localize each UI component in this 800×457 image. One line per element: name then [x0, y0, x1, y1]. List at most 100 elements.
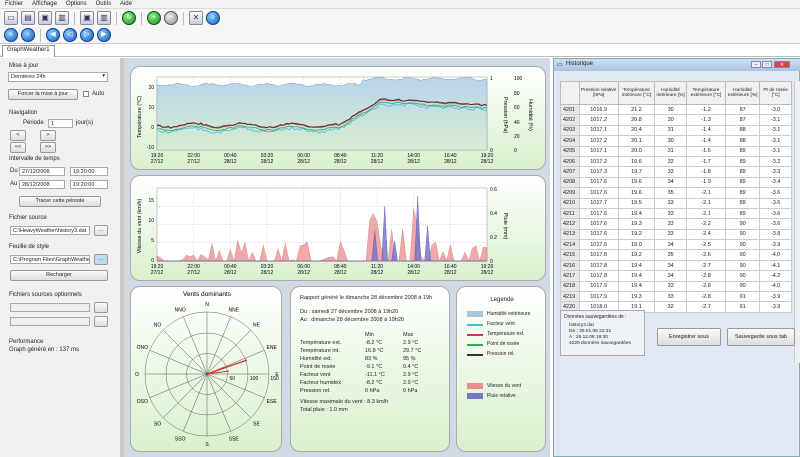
table-row[interactable]: 4212 1017.6 19.3 33 -2.2 90 -3.6: [560, 218, 792, 230]
table-cell: -2.1: [685, 187, 727, 199]
nav-next-button[interactable]: >: [40, 130, 56, 141]
table-cell: 90: [725, 228, 761, 241]
table-row[interactable]: 4209 1017.6 19.6 35 -2.1 89 -3.6: [560, 187, 792, 199]
nav-last-button[interactable]: >>: [40, 142, 56, 153]
table-row[interactable]: 4215 1017.8 19.2 35 -2.6 90 -4.0: [560, 249, 792, 261]
auto-checkbox[interactable]: [83, 91, 89, 97]
table-cell: -3.6: [759, 207, 792, 220]
table-cell: 90: [725, 218, 761, 230]
forward-icon[interactable]: ▷: [80, 28, 94, 42]
menu-options[interactable]: Options: [65, 1, 87, 7]
browse-optional-1-button[interactable]: [94, 302, 108, 313]
table-cell: -2.1: [685, 207, 727, 220]
table-row[interactable]: 4204 1017.2 20.1 30 -1.4 88 -3.1: [560, 135, 792, 147]
recharger-button[interactable]: Recharger: [10, 270, 108, 281]
previous-icon[interactable]: ‹: [21, 28, 35, 42]
left-control-panel: Mise à jour Dernières 24h ▾ Forcer la mis…: [0, 58, 121, 457]
table-cell: -2.7: [685, 301, 727, 313]
save-icon[interactable]: ▣: [38, 11, 52, 25]
table-row[interactable]: 4220 1018.0 19.1 32 -2.7 91 -3.9: [560, 301, 792, 313]
tools-icon[interactable]: ✕: [189, 11, 203, 25]
open-folder-icon[interactable]: ▤: [21, 11, 35, 25]
back-icon[interactable]: ◁: [63, 28, 77, 42]
column-header[interactable]: [560, 81, 580, 105]
browse-source-button[interactable]: …: [94, 225, 108, 236]
table-row[interactable]: 4208 1017.6 19.6 34 -1.9 89 -3.4: [560, 176, 792, 189]
y-axis-label-rain: Pluie (mm): [502, 213, 508, 240]
refresh-icon[interactable]: ↻: [122, 11, 136, 25]
nav-first-button[interactable]: <<: [10, 142, 26, 153]
periode-unit: jour(s): [76, 120, 94, 126]
table-cell: 34: [654, 270, 687, 282]
minimize-button[interactable]: –: [751, 61, 761, 68]
column-header[interactable]: Pression relative [hPa]: [578, 81, 619, 105]
table-row[interactable]: 4201 1016.9 21.2 30 -1.2 87 -3.0: [560, 103, 792, 116]
column-header[interactable]: Pt de rosée [°C]: [759, 81, 792, 105]
au-time-input[interactable]: 19:20:00: [70, 180, 108, 189]
toolbar-separator: [116, 11, 117, 25]
du-time-input[interactable]: 19:20:00: [70, 167, 108, 176]
table-cell: 1017.7: [578, 197, 619, 209]
tracer-periode-button[interactable]: Tracer cette période: [19, 196, 101, 207]
table-row[interactable]: 4214 1017.6 19.0 34 -2.5 90 -3.9: [560, 239, 792, 251]
du-date-input[interactable]: 27/12/2008: [19, 167, 65, 176]
menu-aide[interactable]: Aide: [119, 1, 132, 7]
feuille-style-input[interactable]: C:\Program Files\GraphWeather: [10, 255, 90, 264]
save-all-icon[interactable]: ▣: [80, 11, 94, 25]
table-row[interactable]: 4205 1017.1 20.0 31 -1.6 89 -3.1: [560, 145, 792, 157]
browse-style-button[interactable]: …: [94, 254, 108, 265]
table-row[interactable]: 4207 1017.3 19.7 33 -1.8 89 -3.3: [560, 166, 792, 178]
new-file-icon[interactable]: ▭: [4, 11, 18, 25]
x-tick-time: 00:40: [224, 153, 237, 159]
table-cell: 91: [725, 301, 761, 313]
sauvegarde-tab-button[interactable]: Sauvegarde sous tab: [727, 328, 795, 346]
print-preview-icon[interactable]: ▥: [97, 11, 111, 25]
fast-forward-icon[interactable]: ▶: [97, 28, 111, 42]
table-cell: 1016.9: [578, 103, 619, 116]
rewind-icon[interactable]: ◀: [46, 28, 60, 42]
maximize-button[interactable]: □: [762, 61, 772, 68]
optional-source-input-1[interactable]: [10, 303, 90, 312]
table-cell: 4215: [560, 249, 580, 261]
table-row[interactable]: 4216 1017.8 19.4 34 -2.7 90 -4.1: [560, 259, 792, 272]
info-icon[interactable]: i: [206, 11, 220, 25]
nav-prev-button[interactable]: <: [10, 130, 26, 141]
column-header[interactable]: Humidité intérieure [%]: [654, 81, 687, 105]
column-header[interactable]: Température intérieure [°C]: [617, 81, 656, 105]
table-row[interactable]: 4218 1017.9 19.4 33 -2.8 90 -4.0: [560, 280, 792, 293]
first-icon[interactable]: «: [4, 28, 18, 42]
periode-input[interactable]: 1: [48, 119, 73, 128]
browse-optional-2-button[interactable]: [94, 316, 108, 327]
menu-affichage[interactable]: Affichage: [32, 1, 57, 7]
table-cell: 21.2: [617, 103, 656, 116]
menu-fichier[interactable]: Fichier: [5, 1, 24, 7]
table-row[interactable]: 4213 1017.6 19.2 33 -2.4 90 -3.8: [560, 228, 792, 241]
table-row[interactable]: 4219 1017.9 19.3 33 -2.8 91 -3.9: [560, 291, 792, 303]
table-cell: 4206: [560, 155, 580, 168]
force-update-button[interactable]: Forcer la mise à jour: [8, 89, 78, 100]
remove-icon[interactable]: −: [164, 11, 178, 25]
close-button[interactable]: ✕: [774, 61, 790, 68]
table-row[interactable]: 4206 1017.2 19.6 32 -1.7 89 -3.2: [560, 155, 792, 168]
table-row[interactable]: 4210 1017.7 19.5 33 -2.1 89 -3.6: [560, 197, 792, 209]
print-icon[interactable]: ▥: [55, 11, 69, 25]
y-tick-label: 0: [514, 148, 517, 154]
vertical-scrollbar[interactable]: [794, 81, 800, 363]
period-select[interactable]: Dernières 24h ▾: [8, 72, 108, 82]
menu-outils[interactable]: Outils: [95, 1, 111, 7]
table-row[interactable]: 4203 1017.1 20.4 31 -1.4 88 -3.1: [560, 124, 792, 137]
splitter-handle[interactable]: [121, 58, 124, 457]
table-cell: 19.6: [617, 155, 656, 168]
column-header[interactable]: Humidité extérieure [%]: [725, 81, 761, 105]
tab-graphweather1[interactable]: GraphWeather1: [2, 45, 55, 57]
table-row[interactable]: 4211 1017.6 19.4 33 -2.1 89 -3.6: [560, 207, 792, 220]
fichier-source-input[interactable]: C:\HeavyWeather\history3.dat: [10, 226, 90, 235]
enregistrer-sous-button[interactable]: Enregistrer sous: [657, 328, 721, 346]
table-row[interactable]: 4202 1017.2 20.8 30 -1.3 87 -3.1: [560, 114, 792, 126]
table-cell: 19.7: [617, 166, 656, 178]
optional-source-input-2[interactable]: [10, 317, 90, 326]
table-row[interactable]: 4217 1017.8 19.4 34 -2.8 90 -4.2: [560, 270, 792, 282]
au-date-input[interactable]: 28/12/2008: [19, 180, 65, 189]
add-icon[interactable]: +: [147, 11, 161, 25]
column-header[interactable]: Température extérieure [°C]: [685, 81, 727, 105]
